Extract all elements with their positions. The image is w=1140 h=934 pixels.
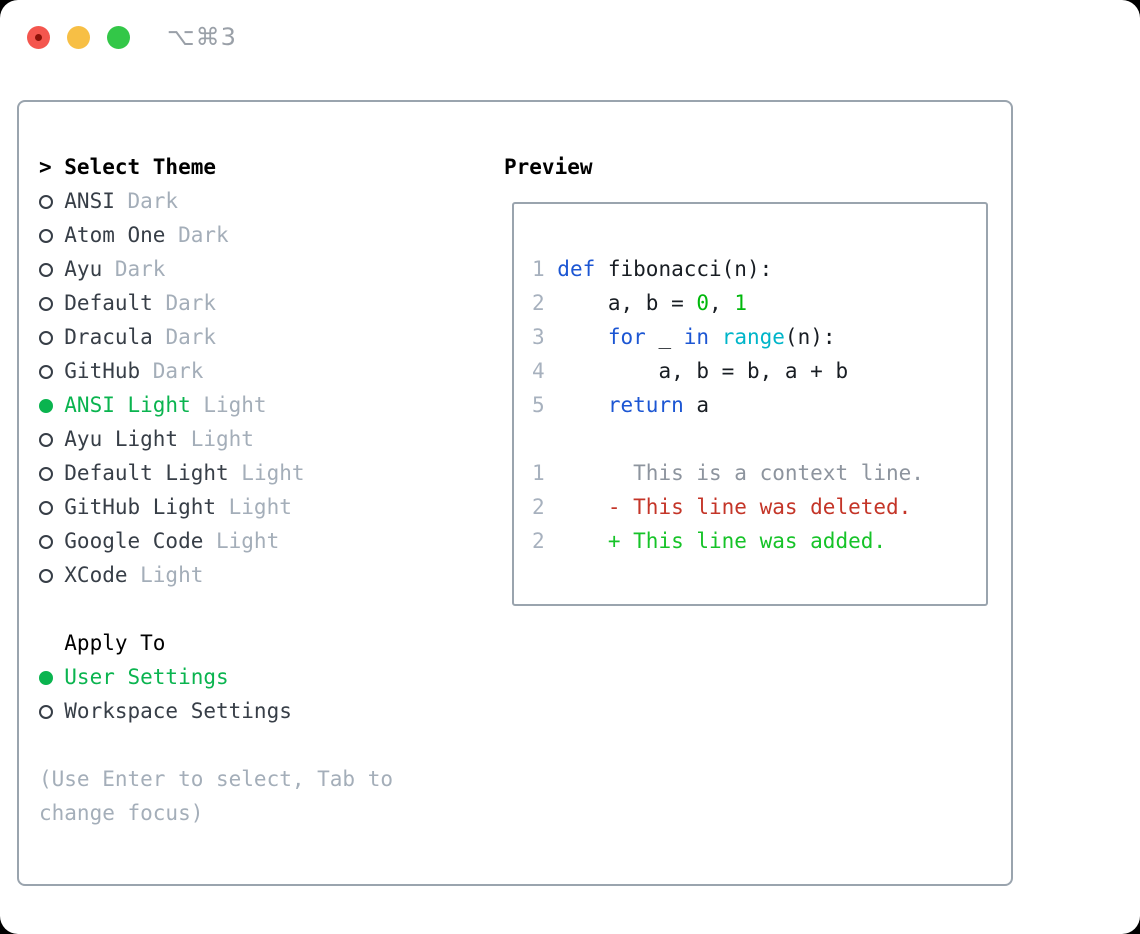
traffic-lights — [27, 26, 130, 49]
radio-unselected-icon — [39, 354, 64, 388]
theme-variant-label: Dark — [152, 291, 217, 315]
theme-item[interactable]: Ayu Light Light — [39, 422, 489, 456]
radio-unselected-icon — [39, 456, 64, 490]
radio-unselected-icon — [39, 422, 64, 456]
window-title: ⌥⌘3 — [167, 23, 237, 51]
theme-variant-label: Light — [228, 461, 305, 485]
option-label: Default Light — [64, 461, 229, 485]
select-theme-title: Select Theme — [64, 155, 216, 179]
close-button[interactable] — [27, 26, 50, 49]
theme-variant-label: Light — [203, 529, 280, 553]
radio-unselected-icon — [39, 490, 64, 524]
radio-selected-icon — [39, 660, 64, 694]
code-line — [532, 422, 924, 456]
radio-unselected-icon — [39, 218, 64, 252]
option-label: GitHub — [64, 359, 141, 383]
option-label: Google Code — [64, 529, 204, 553]
radio-unselected-icon — [39, 320, 64, 354]
maximize-button[interactable] — [107, 26, 130, 49]
minimize-button[interactable] — [67, 26, 90, 49]
code-line: 2 - This line was deleted. — [532, 495, 912, 519]
theme-item[interactable]: Atom One Dark — [39, 218, 489, 252]
theme-variant-label: Dark — [152, 325, 217, 349]
option-label: ANSI Light — [64, 393, 191, 417]
hint-text: (Use Enter to select, Tab to change focu… — [39, 767, 394, 825]
theme-variant-label: Light — [127, 563, 204, 587]
apply-to-option[interactable]: Workspace Settings — [39, 694, 489, 728]
theme-variant-label: Dark — [140, 359, 204, 383]
theme-item[interactable]: Default Light Light — [39, 456, 489, 490]
code-line: 1 def fibonacci(n): — [532, 257, 773, 281]
code-line: 4 a, b = b, a + b — [532, 359, 849, 383]
theme-item[interactable]: Default Dark — [39, 286, 489, 320]
apply-to-option[interactable]: User Settings — [39, 660, 489, 694]
option-label: Dracula — [64, 325, 153, 349]
radio-unselected-icon — [39, 558, 64, 592]
radio-unselected-icon — [39, 252, 64, 286]
theme-variant-label: Light — [216, 495, 292, 519]
radio-unselected-icon — [39, 694, 64, 728]
preview-box: 1 def fibonacci(n): 2 a, b = 0, 1 3 for _ … — [512, 202, 988, 606]
code-line: 2 a, b = 0, 1 — [532, 291, 747, 315]
radio-unselected-icon — [39, 286, 64, 320]
section-gap — [39, 728, 489, 762]
select-theme-header: > Select Theme — [39, 150, 489, 184]
code-line: 5 return a — [532, 393, 710, 417]
prompt-icon: > — [39, 155, 52, 179]
code-preview: 1 def fibonacci(n): 2 a, b = 0, 1 3 for _ … — [532, 252, 924, 558]
option-label: Ayu Light — [64, 427, 179, 451]
option-label: User Settings — [64, 665, 229, 689]
main-panel: > Select Theme ANSI Dark Atom One Dark Ayu … — [17, 100, 1013, 886]
theme-variant-label: Dark — [114, 189, 179, 213]
theme-item[interactable]: Ayu Dark — [39, 252, 489, 286]
theme-variant-label: Dark — [165, 223, 229, 247]
option-label: Workspace Settings — [64, 699, 292, 723]
theme-item[interactable]: Google Code Light — [39, 524, 489, 558]
preview-title: Preview — [504, 155, 593, 179]
theme-item[interactable]: GitHub Dark — [39, 354, 489, 388]
theme-item[interactable]: GitHub Light Light — [39, 490, 489, 524]
code-line: 2 + This line was added. — [532, 529, 887, 553]
code-line: 3 for _ in range(n): — [532, 325, 836, 349]
code-line: 1 This is a context line. — [532, 461, 924, 485]
theme-list: ANSI Dark Atom One Dark Ayu Dark Default Da… — [39, 184, 489, 592]
option-label: Ayu — [64, 257, 103, 281]
apply-to-list: User Settings Workspace Settings — [39, 660, 489, 728]
option-label: Default — [64, 291, 153, 315]
option-label: GitHub Light — [64, 495, 216, 519]
apply-to-title: Apply To — [64, 631, 166, 655]
theme-variant-label: Light — [178, 427, 254, 451]
section-gap — [39, 592, 489, 626]
radio-unselected-icon — [39, 184, 64, 218]
radio-unselected-icon — [39, 524, 64, 558]
theme-item[interactable]: XCode Light — [39, 558, 489, 592]
theme-selector: > Select Theme ANSI Dark Atom One Dark Ayu … — [39, 150, 489, 830]
theme-item[interactable]: ANSI Light Light — [39, 388, 489, 422]
theme-variant-label: Dark — [102, 257, 166, 281]
apply-to-header: Apply To — [39, 626, 489, 660]
theme-variant-label: Light — [190, 393, 267, 417]
theme-item[interactable]: ANSI Dark — [39, 184, 489, 218]
radio-selected-icon — [39, 388, 64, 422]
option-label: Atom One — [64, 223, 166, 247]
option-label: XCode — [64, 563, 128, 587]
option-label: ANSI — [64, 189, 115, 213]
unsaved-indicator-icon — [35, 34, 42, 41]
theme-item[interactable]: Dracula Dark — [39, 320, 489, 354]
